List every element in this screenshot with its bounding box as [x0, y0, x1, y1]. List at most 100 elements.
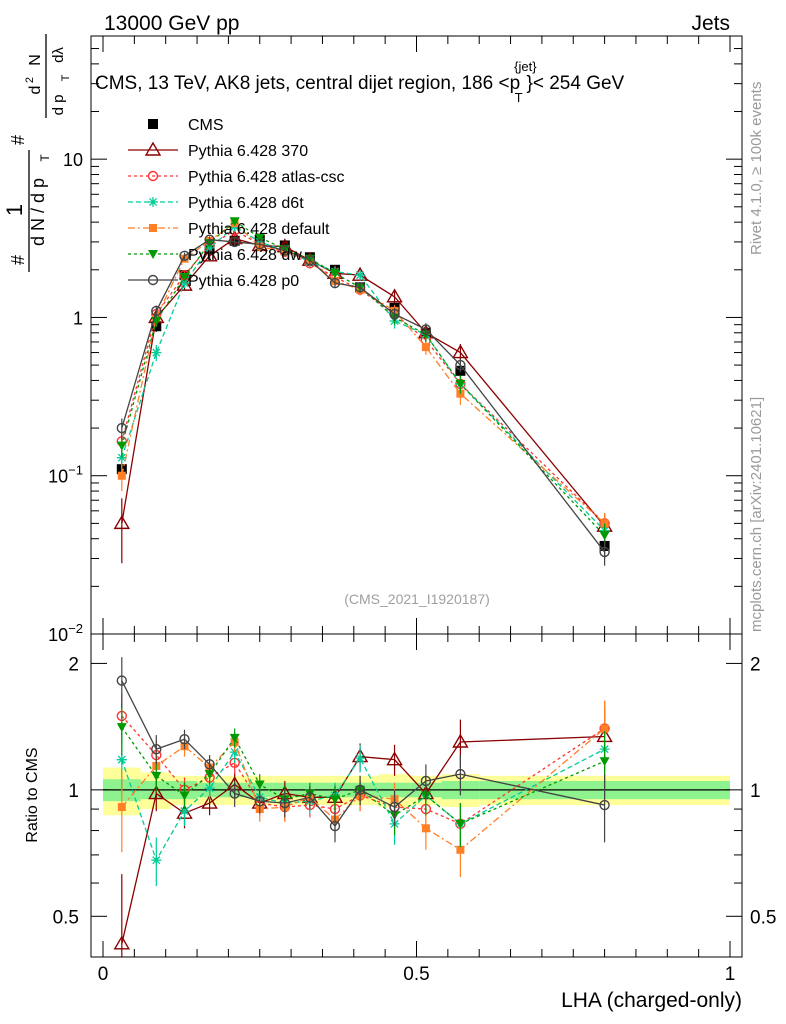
ylabel-dp: d p: [50, 95, 67, 116]
data-point: [455, 379, 466, 389]
ylabel-group: #1 d N / d p T # d 2 Nd p Tdλ: [2, 34, 72, 272]
ratio-point: [113, 935, 131, 950]
title-post: }< 254 GeV: [527, 73, 625, 94]
ratio-y-tick-label: 1: [68, 781, 79, 802]
ylabel-dlambda: dλ: [50, 47, 67, 63]
series-6: [116, 234, 610, 566]
series-3: [116, 221, 610, 545]
data-point: [355, 270, 366, 281]
legend-marker: [148, 250, 158, 259]
ratio-point: [354, 784, 366, 796]
data-point: [452, 344, 469, 359]
legend-entry-0: CMS: [148, 117, 224, 134]
ratio-point: [455, 768, 466, 780]
legend-marker: [148, 119, 158, 129]
ratio-point: [254, 780, 265, 790]
data-point: [329, 277, 341, 289]
main-y-tick-label: 10: [63, 150, 83, 170]
ratio-point: [116, 723, 127, 733]
data-point: [229, 217, 240, 227]
ratio-series-line: [121, 727, 606, 851]
ylabel-N: N: [27, 54, 44, 66]
ratio-point: [229, 788, 240, 799]
data-point: [386, 288, 403, 303]
legend-label: Pythia 6.428 d6t: [188, 195, 304, 212]
ylabel-den-T: T: [38, 154, 52, 162]
legend-marker: [144, 141, 162, 156]
ratio-point: [151, 855, 162, 866]
data-point: [179, 278, 190, 289]
title-text: CMS, 13 TeV, AK8 jets, central dijet reg…: [95, 59, 625, 105]
legend-label: Pythia 6.428 atlas-csc: [188, 169, 345, 186]
data-point: [254, 233, 265, 243]
legend: CMS Pythia 6.428 370 Pythia 6.428 atlas-cs…: [128, 117, 345, 290]
data-point: [204, 234, 215, 245]
data-point: [354, 282, 366, 293]
data-point: [599, 531, 610, 541]
legend-label: Pythia 6.428 p0: [188, 273, 299, 290]
watermark: (CMS_2021_I1920187): [344, 591, 490, 607]
x-tick-label: 1: [725, 964, 736, 985]
legend-label: Pythia 6.428 dw: [188, 247, 302, 264]
ratio-point: [229, 733, 240, 743]
x-tick-label: 0: [98, 964, 109, 985]
main-y-tick-label: 10−1: [48, 463, 83, 487]
data-point: [117, 471, 126, 480]
data-point: [229, 236, 240, 248]
data-point: [116, 452, 127, 463]
ratio-point: [452, 733, 469, 748]
ratio-series-4: [116, 702, 610, 848]
data-point: [279, 245, 291, 256]
ratio-point: [279, 797, 291, 809]
data-point: [420, 324, 432, 335]
x-tick-label: 0.5: [403, 964, 429, 985]
series-line: [121, 229, 606, 524]
ratio-point: [599, 799, 610, 811]
ratio-series-line: [121, 680, 605, 828]
mcplots-label: mcplots.cern.ch [arXiv:2401.10621]: [748, 397, 765, 632]
main-y-tick-label: 10−2: [48, 621, 83, 645]
ratio-point: [600, 724, 609, 733]
ratio-point: [456, 845, 465, 854]
ratio-axes: 0.5 0.5 1 1 2 2 0 0.5 1: [53, 634, 776, 985]
data-point: [329, 269, 340, 279]
ratio-point: [151, 743, 162, 755]
data-point: [151, 305, 162, 317]
series-line: [121, 220, 606, 536]
tick-base: 10: [48, 625, 68, 645]
header-left: 13000 GeV pp: [104, 12, 239, 35]
legend-label: Pythia 6.428 default: [188, 221, 330, 238]
data-point: [455, 359, 466, 371]
data-point: [421, 343, 430, 352]
data-point: [116, 441, 127, 451]
ratio-point: [254, 795, 265, 807]
ratio-point: [389, 801, 400, 813]
ylabel-denominator: d N / d p: [28, 178, 48, 246]
legend-entry-6: Pythia 6.428 p0: [128, 273, 299, 290]
ratio-point: [420, 775, 432, 787]
legend-entry-2: Pythia 6.428 atlas-csc: [128, 169, 345, 186]
main-title: CMS, 13 TeV, AK8 jets, central dijet reg…: [95, 59, 625, 105]
tick-exponent: −1: [68, 463, 83, 478]
ratio-point: [355, 753, 366, 764]
data-point: [389, 308, 400, 320]
ratio-point: [421, 824, 430, 833]
legend-marker: [148, 197, 158, 207]
ratio-point: [386, 751, 403, 766]
ratio-point: [304, 792, 316, 803]
data-point: [599, 546, 610, 558]
data-point: [116, 422, 128, 434]
ratio-y-tick-label-right: 0.5: [750, 907, 776, 928]
ratio-point: [204, 759, 215, 770]
header-right: Jets: [691, 12, 730, 35]
series-line: [121, 222, 606, 524]
ylabel-sq: 2: [24, 77, 36, 83]
ratio-point: [117, 803, 126, 812]
data-point: [113, 514, 131, 530]
ratio-y-tick-label-right: 2: [750, 654, 761, 675]
x-axis-label: LHA (charged-only): [561, 989, 742, 1012]
data-point: [179, 273, 190, 283]
